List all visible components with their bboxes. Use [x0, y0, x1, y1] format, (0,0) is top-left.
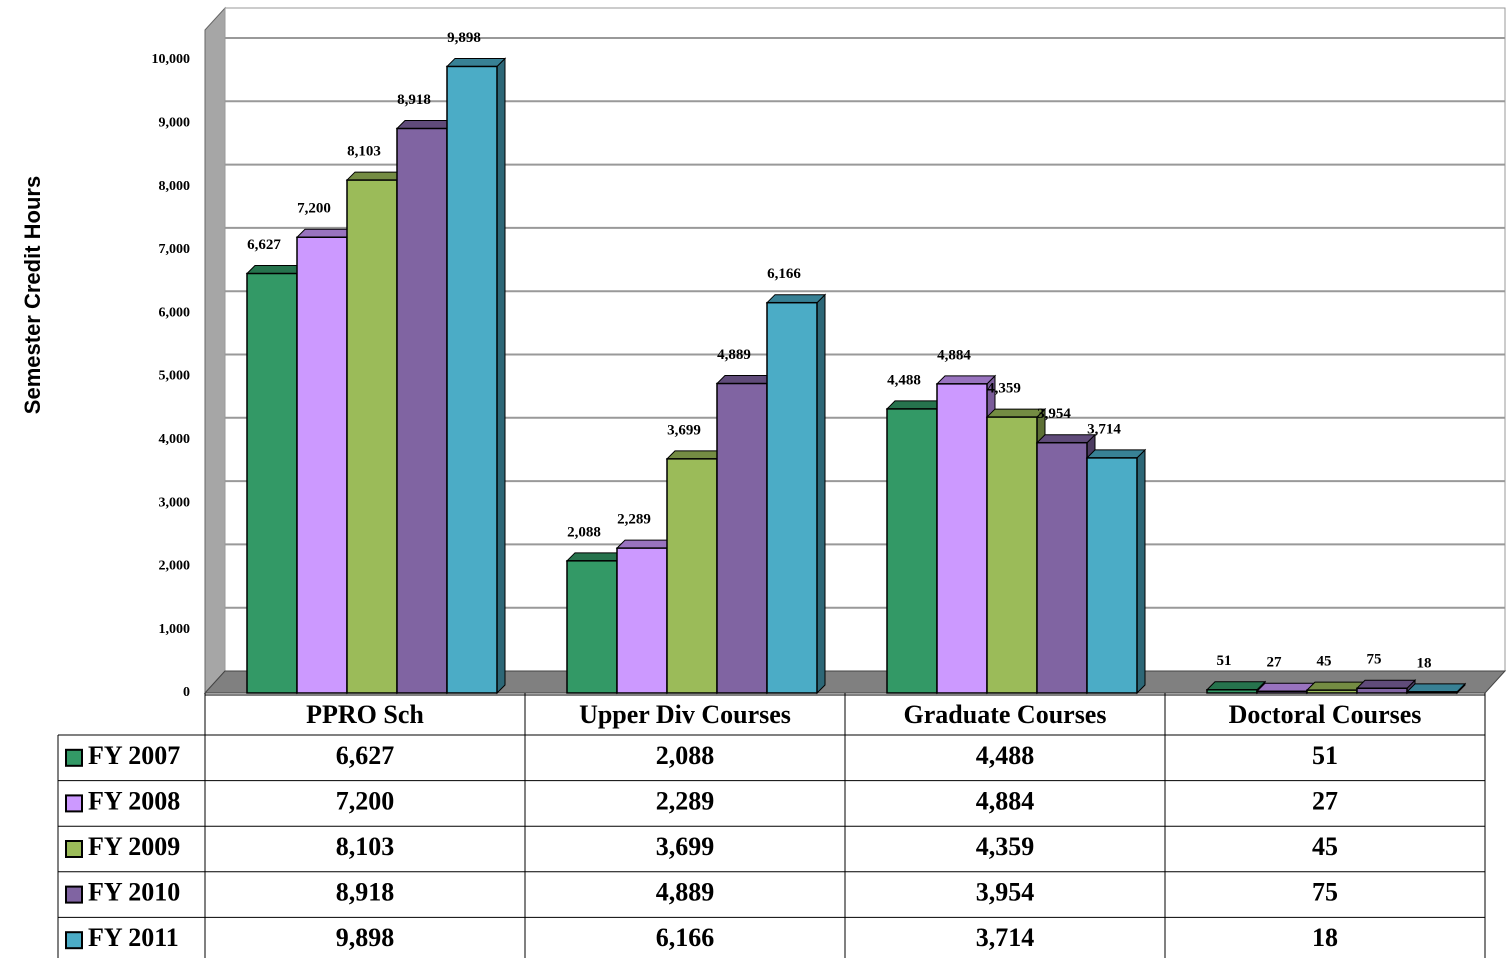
bar-top	[1355, 679, 1417, 689]
data-label: 6,627	[247, 237, 281, 253]
data-label: 3,954	[1037, 406, 1071, 422]
y-tick-label: 1,000	[159, 622, 191, 637]
table-cell: 3,954	[976, 878, 1035, 907]
data-label: 7,200	[297, 201, 331, 217]
y-tick-label: 2,000	[159, 559, 191, 574]
bar-side	[816, 293, 826, 695]
legend-swatch	[65, 794, 83, 813]
data-label: 75	[1367, 652, 1382, 668]
category-label: Upper Div Courses	[579, 700, 791, 729]
data-label: 45	[1317, 654, 1332, 670]
table-cell: 8,103	[336, 832, 395, 861]
y-tick-label: 3,000	[159, 495, 191, 510]
data-label: 4,889	[717, 347, 751, 363]
bar	[616, 547, 668, 694]
bar	[446, 65, 498, 694]
bar	[986, 416, 1038, 694]
data-label: 8,103	[347, 144, 381, 160]
bar-top	[1205, 681, 1267, 691]
bar	[1206, 689, 1258, 694]
bar	[1356, 687, 1408, 694]
bar	[716, 382, 768, 694]
data-label: 4,884	[937, 347, 971, 363]
bar-top	[765, 294, 827, 304]
table-cell: 18	[1312, 923, 1338, 952]
table-cell: 9,898	[336, 923, 395, 952]
table-cell: 2,088	[656, 741, 715, 770]
y-tick-label: 7,000	[159, 242, 191, 257]
data-label: 18	[1417, 655, 1432, 671]
table-cell: 45	[1312, 832, 1338, 861]
y-tick-label: 4,000	[159, 432, 191, 447]
legend-swatch	[65, 840, 83, 858]
legend-label: FY 2009	[88, 832, 180, 861]
left-wall	[204, 6, 226, 695]
table-cell: 7,200	[336, 786, 395, 815]
bar	[1406, 691, 1458, 694]
legend-label: FY 2010	[88, 878, 180, 907]
legend-swatch	[65, 885, 83, 904]
table-cell: 4,488	[976, 741, 1035, 770]
bar	[766, 301, 818, 694]
table-cell: 27	[1312, 786, 1338, 815]
y-axis-title: Semester Credit Hours	[20, 176, 45, 414]
bar	[296, 236, 348, 694]
table-cell: 6,627	[336, 741, 395, 770]
data-label: 6,166	[767, 266, 801, 282]
table-cell: 3,714	[976, 923, 1035, 952]
bar-side	[496, 57, 506, 695]
data-label: 27	[1267, 655, 1283, 671]
data-label: 51	[1217, 653, 1232, 669]
table-cell: 51	[1312, 741, 1338, 770]
category-label: Doctoral Courses	[1229, 700, 1422, 729]
table-cell: 6,166	[656, 923, 715, 952]
bar	[666, 458, 718, 694]
bar	[246, 272, 298, 694]
data-label: 9,898	[447, 30, 481, 46]
bar-side	[1136, 448, 1146, 695]
category-label: Graduate Courses	[904, 700, 1107, 729]
legend-swatch	[65, 748, 83, 767]
category-label: PPRO Sch	[306, 700, 424, 729]
table-cell: 2,289	[656, 786, 715, 815]
data-label: 4,488	[887, 372, 921, 388]
bar	[1036, 441, 1088, 694]
legend-label: FY 2011	[88, 923, 179, 952]
bar	[1256, 690, 1308, 694]
data-label: 2,088	[567, 524, 601, 540]
bar	[346, 179, 398, 694]
table-cell: 3,699	[656, 832, 715, 861]
table-cell: 4,889	[656, 878, 715, 907]
bar-top	[1405, 683, 1467, 693]
bar	[396, 127, 448, 694]
table-cell: 75	[1312, 878, 1338, 907]
y-tick-label: 8,000	[159, 179, 191, 194]
bar	[566, 560, 618, 694]
y-tick-label: 5,000	[159, 369, 191, 384]
table-cell: 4,359	[976, 832, 1035, 861]
bar	[1086, 457, 1138, 694]
data-label: 4,359	[987, 381, 1021, 397]
bar-top	[1085, 449, 1147, 459]
legend-label: FY 2008	[88, 786, 180, 815]
y-tick-label: 0	[183, 685, 190, 700]
legend-swatch	[65, 931, 83, 950]
bar	[886, 408, 938, 694]
data-label: 8,918	[397, 92, 431, 108]
table-cell: 8,918	[336, 878, 395, 907]
table-cell: 4,884	[976, 786, 1035, 815]
y-tick-label: 10,000	[152, 52, 191, 67]
bar	[1306, 689, 1358, 694]
data-label: 2,289	[617, 512, 651, 528]
data-label: 3,699	[667, 422, 701, 438]
bar	[936, 383, 988, 694]
bar-top	[445, 57, 507, 67]
data-label: 3,714	[1087, 421, 1121, 437]
y-tick-label: 6,000	[159, 305, 191, 320]
y-tick-label: 9,000	[159, 116, 191, 131]
legend-label: FY 2007	[88, 741, 180, 770]
